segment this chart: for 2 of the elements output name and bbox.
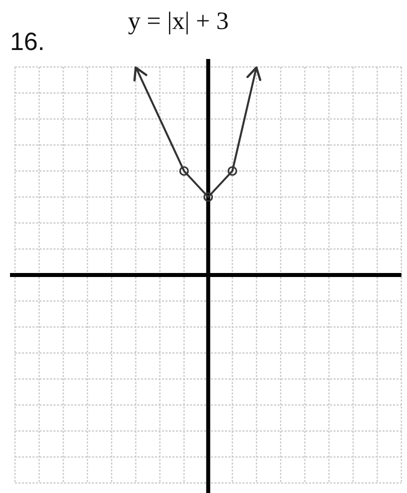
chart-title: y = |x| + 3 (128, 8, 229, 36)
text: 16. (10, 28, 45, 57)
